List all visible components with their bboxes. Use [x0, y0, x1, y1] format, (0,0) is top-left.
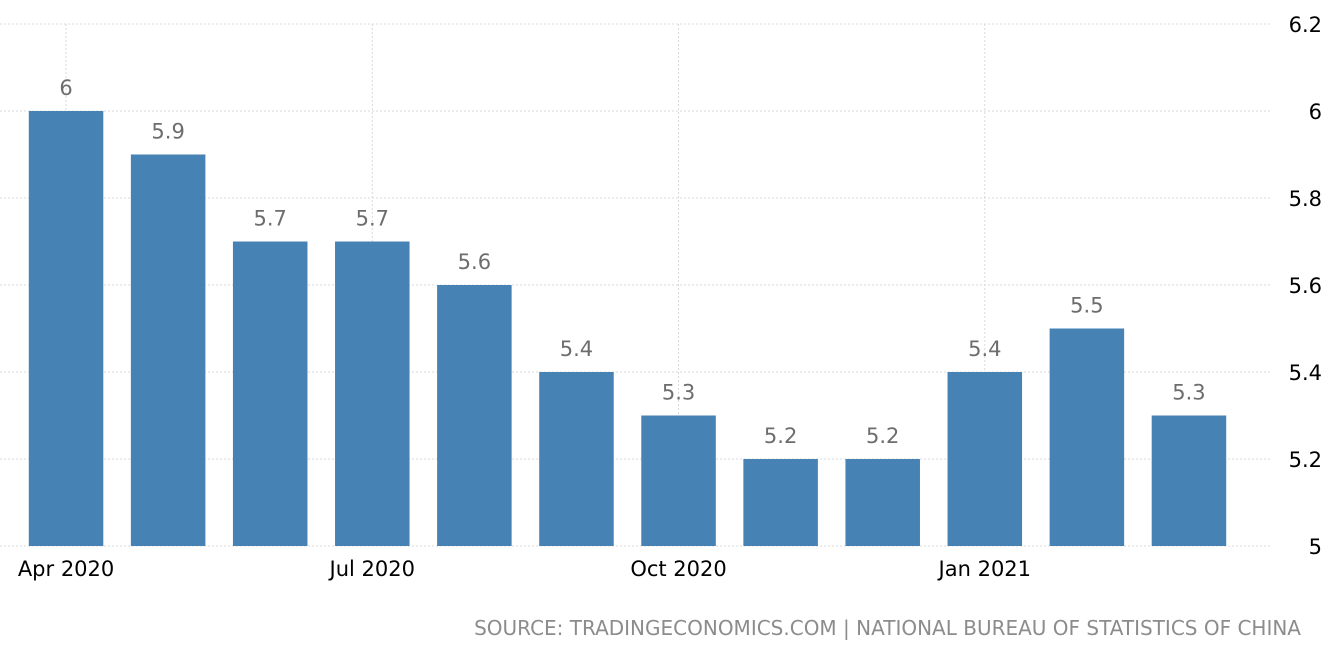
y-tick-label: 6.2 [1289, 13, 1322, 37]
y-tick-label: 6 [1309, 100, 1322, 124]
bar [1049, 328, 1125, 546]
bar [845, 459, 920, 546]
y-tick-label: 5.6 [1289, 274, 1322, 298]
y-tick-label: 5.8 [1289, 187, 1322, 211]
bar [743, 459, 818, 546]
bar-value-label: 5.3 [1172, 381, 1205, 405]
bar [539, 372, 614, 546]
bar-value-label: 5.6 [458, 250, 491, 274]
x-tick-label: Jul 2020 [328, 557, 415, 581]
bar-value-label: 5.7 [254, 207, 287, 231]
bar-value-label: 5.9 [151, 120, 184, 144]
bar-value-label: 5.2 [866, 424, 899, 448]
y-tick-label: 5.4 [1289, 361, 1322, 385]
bar-value-label: 5.2 [764, 424, 797, 448]
x-tick-label: Oct 2020 [630, 557, 726, 581]
bar [130, 154, 206, 546]
y-tick-label: 5.2 [1289, 448, 1322, 472]
bar [947, 372, 1023, 546]
bar-value-label: 5.7 [356, 207, 389, 231]
bar [641, 415, 716, 546]
bar [1151, 415, 1227, 546]
bar [232, 241, 308, 546]
x-tick-label: Jan 2021 [937, 557, 1032, 581]
bars [28, 111, 1227, 546]
y-axis-ticks: 5 5.2 5.4 5.6 5.8 6 6.2 [1289, 13, 1322, 559]
bar-value-label: 6 [59, 76, 72, 100]
source-caption: SOURCE: TRADINGECONOMICS.COM | NATIONAL … [474, 616, 1301, 640]
bar [437, 285, 512, 546]
bar-value-label: 5.4 [560, 337, 593, 361]
bar [335, 241, 410, 546]
x-tick-label: Apr 2020 [18, 557, 114, 581]
bar-value-label: 5.5 [1070, 294, 1103, 318]
x-axis-ticks: Apr 2020 Jul 2020 Oct 2020 Jan 2021 [18, 557, 1031, 581]
bar [28, 111, 104, 546]
y-tick-label: 5 [1309, 535, 1322, 559]
bar-value-label: 5.4 [968, 337, 1001, 361]
bar-value-label: 5.3 [662, 381, 695, 405]
data-labels: 6 5.9 5.7 5.7 5.6 5.4 5.3 5.2 5.2 5.4 5.5 5.3 [59, 76, 1205, 448]
